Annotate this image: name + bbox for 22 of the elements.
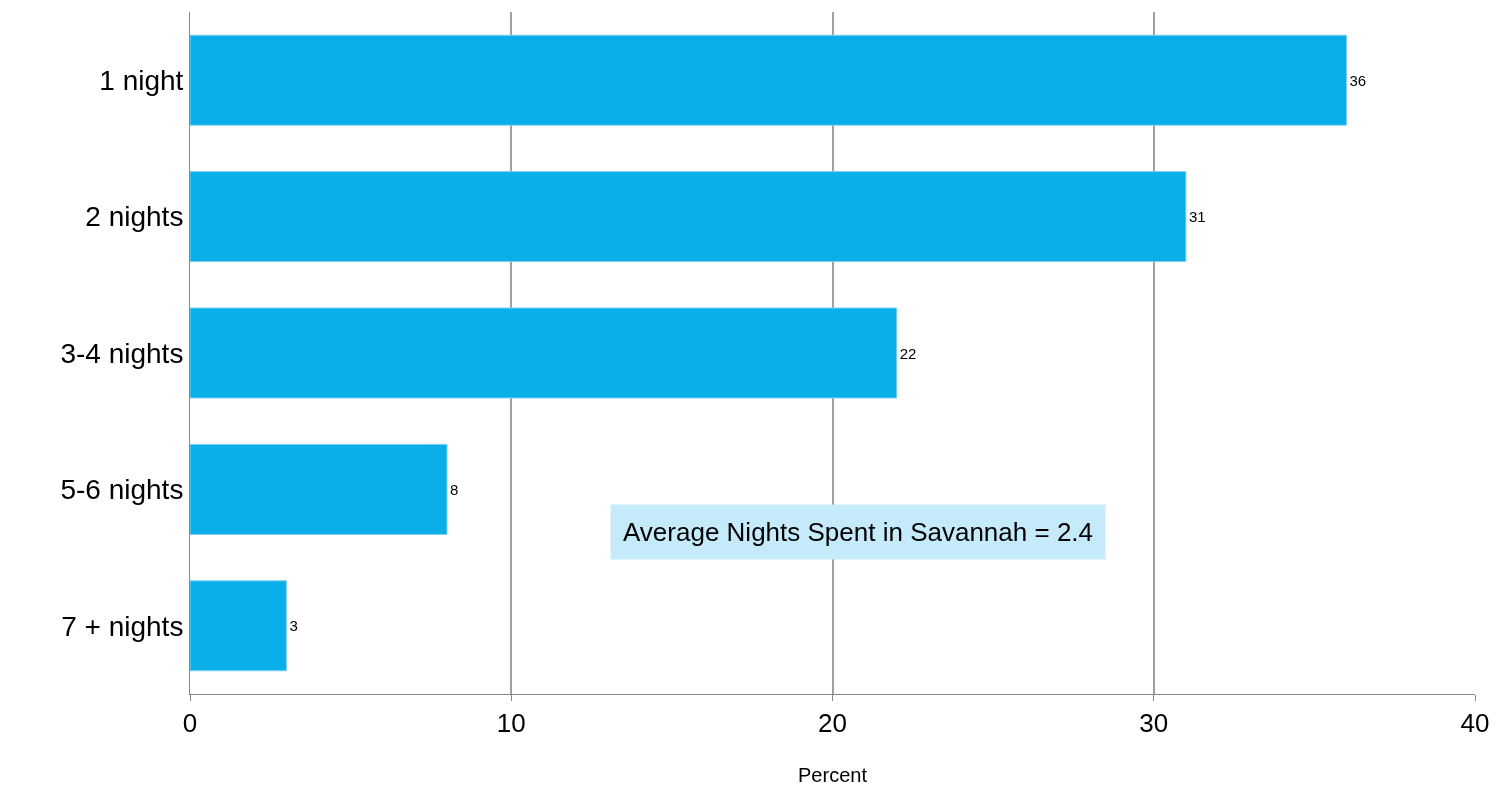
- x-axis-title: Percent: [798, 763, 868, 786]
- y-tick-label: 3-4 nights: [60, 337, 184, 369]
- y-tick-label: 2 nights: [85, 201, 184, 233]
- y-tick-label: 5-6 nights: [60, 474, 184, 506]
- x-tick-label: 0: [182, 708, 198, 739]
- annotation: Average Nights Spent in Savannah = 2.4: [623, 517, 1094, 547]
- x-tick-label: 10: [496, 708, 526, 739]
- bar: [190, 443, 448, 535]
- x-tick-label: 20: [818, 708, 847, 739]
- bar: [190, 580, 287, 672]
- data-label: 36: [1349, 71, 1367, 89]
- data-label: 22: [899, 344, 917, 362]
- bar: [190, 307, 898, 399]
- bar: [190, 34, 1347, 126]
- data-label: 31: [1188, 208, 1206, 226]
- y-tick-label: 1 night: [99, 65, 184, 96]
- x-tick-label: 30: [1139, 708, 1169, 739]
- data-label: 3: [289, 617, 298, 635]
- data-label: 8: [450, 480, 459, 498]
- bar: [190, 171, 1187, 263]
- x-tick-label: 40: [1460, 708, 1490, 739]
- y-tick-label: 7 + nights: [61, 610, 184, 642]
